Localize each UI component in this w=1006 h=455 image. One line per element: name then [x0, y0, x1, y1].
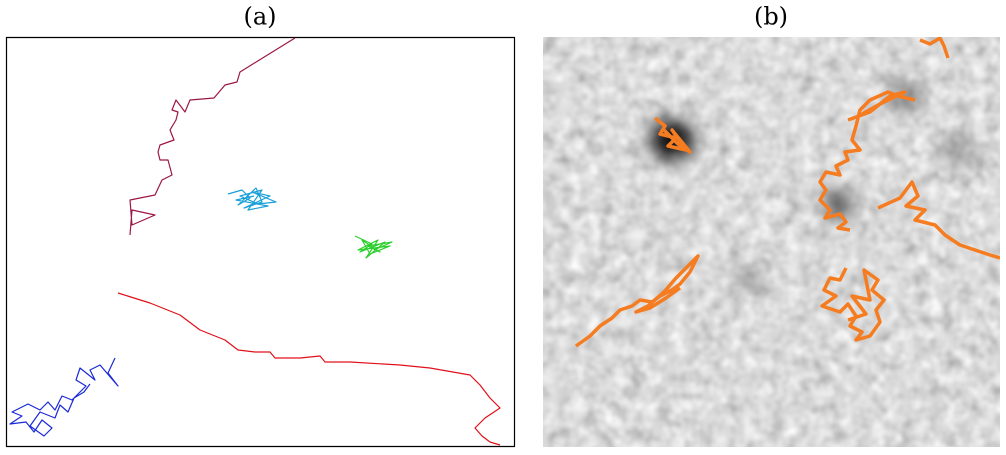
trajectory: [355, 236, 392, 258]
trajectory: [118, 293, 500, 445]
panel-label: (b): [754, 3, 788, 31]
panel-label: (a): [243, 3, 276, 31]
panel-frame: [7, 38, 515, 447]
figure: (a) (b) (() => { const data = JSON.: [0, 0, 1006, 451]
trajectory: [10, 358, 118, 436]
panel-a: [7, 38, 515, 447]
panel-b: [543, 37, 1000, 447]
trajectory: [130, 38, 295, 235]
noise-image: [543, 37, 1000, 447]
trajectory: [228, 188, 276, 210]
